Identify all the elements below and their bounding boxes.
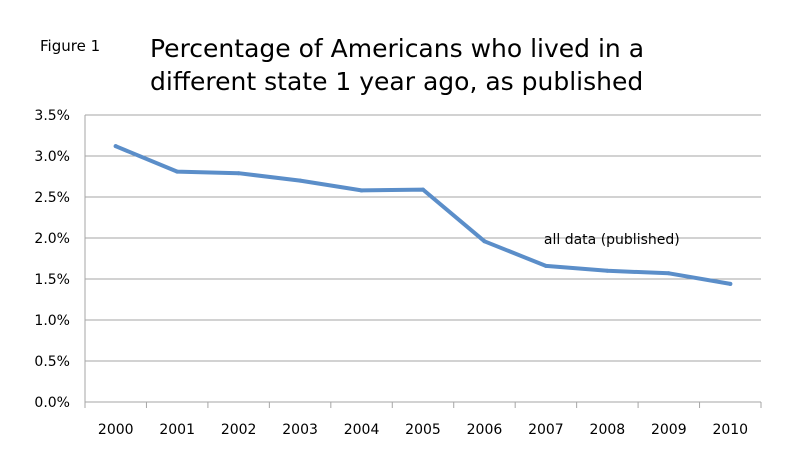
x-tick-label: 2009 [651, 422, 687, 438]
axes [84, 115, 762, 408]
x-tick-labels: 2000 2001 2002 2003 2004 2005 2006 2007 2008 2009… [98, 422, 748, 438]
x-tick-label: 2001 [159, 422, 195, 438]
y-tick-label: 0.0% [34, 395, 70, 411]
x-tick-label: 2000 [98, 422, 134, 438]
chart-title: Percentage of Americans who lived in a d… [150, 32, 645, 98]
x-tick-label: 2004 [344, 422, 380, 438]
gridlines [85, 114, 761, 362]
series-line [113, 144, 733, 286]
annotation-layer: all data (published) [544, 232, 680, 248]
y-tick-label: 3.5% [34, 108, 70, 124]
y-tick-label: 2.0% [34, 231, 70, 247]
x-tick-label: 2010 [712, 422, 748, 438]
data-point [113, 144, 118, 149]
x-tick-label: 2006 [467, 422, 503, 438]
y-tick-label: 3.0% [34, 149, 70, 165]
series-layer [113, 144, 733, 286]
data-point [236, 171, 241, 176]
x-tick-label: 2008 [590, 422, 626, 438]
data-point [298, 178, 303, 183]
data-point [666, 271, 671, 276]
x-tick-label: 2003 [282, 422, 318, 438]
data-point [728, 281, 733, 286]
y-tick-label: 2.5% [34, 190, 70, 206]
y-tick-label: 1.5% [34, 272, 70, 288]
x-tick-label: 2002 [221, 422, 257, 438]
chart-title-line-1: Percentage of Americans who lived in a [150, 34, 645, 63]
x-tick-label: 2005 [405, 422, 441, 438]
data-point [421, 187, 425, 192]
data-point [482, 239, 487, 244]
series-annotation: all data (published) [544, 232, 680, 248]
x-tick-label: 2007 [528, 422, 564, 438]
y-tick-label: 0.5% [34, 354, 70, 370]
figure-label: Figure 1 [40, 37, 101, 55]
chart-title-line-2: different state 1 year ago, as published [150, 67, 644, 96]
y-tick-label: 1.0% [34, 313, 70, 329]
data-point [605, 268, 610, 273]
data-point [175, 169, 180, 174]
y-tick-labels: 0.0% 0.5% 1.0% 1.5% 2.0% 2.5% 3.0% 3.5% [34, 108, 70, 411]
data-point [543, 263, 548, 268]
data-point [359, 188, 364, 193]
